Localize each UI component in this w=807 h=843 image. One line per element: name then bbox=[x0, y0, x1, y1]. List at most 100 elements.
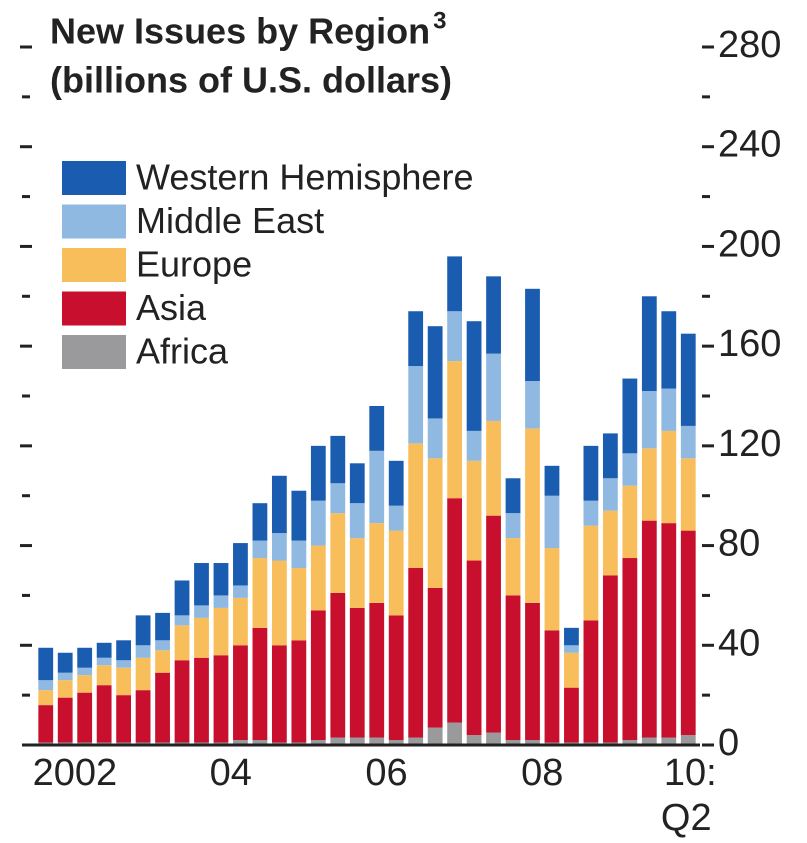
x-tick-label: 10: bbox=[664, 752, 717, 794]
bar-segment bbox=[680, 735, 696, 745]
bar-segment bbox=[369, 523, 385, 603]
bar-segment bbox=[233, 645, 248, 741]
bar-segment bbox=[271, 475, 287, 534]
bar-segment bbox=[213, 655, 229, 743]
bar-segment bbox=[349, 737, 365, 745]
bar-segment bbox=[447, 722, 463, 745]
bar-segment bbox=[641, 448, 657, 521]
x-tick-label: 06 bbox=[365, 752, 407, 794]
legend-label: Middle East bbox=[136, 200, 324, 241]
bar-segment bbox=[77, 692, 93, 743]
bar-segment bbox=[38, 705, 54, 743]
bar-segment bbox=[194, 617, 209, 658]
bar-segment bbox=[57, 652, 73, 673]
bar-segment bbox=[641, 296, 657, 392]
bar-segment bbox=[525, 740, 540, 745]
bar-segment bbox=[310, 445, 326, 501]
bar-segment bbox=[505, 595, 521, 741]
bar-segment bbox=[544, 495, 560, 549]
bar-segment bbox=[252, 503, 268, 541]
bar-segment bbox=[233, 585, 248, 598]
bar-segment bbox=[57, 680, 73, 698]
bar-segment bbox=[291, 490, 307, 541]
bar-segment bbox=[486, 420, 501, 516]
legend-label: Western Hemisphere bbox=[136, 157, 473, 198]
bar-segment bbox=[427, 326, 443, 419]
bar-segment bbox=[525, 602, 540, 741]
bar-segment bbox=[388, 740, 404, 745]
bar-segment bbox=[291, 540, 307, 569]
bar-segment bbox=[116, 695, 132, 743]
bar-segment bbox=[564, 652, 579, 688]
bar-segment bbox=[135, 615, 151, 646]
bar-segment bbox=[116, 640, 132, 661]
bar-segment bbox=[271, 645, 287, 743]
x-tick-label: 2002 bbox=[33, 752, 118, 794]
bar-segment bbox=[602, 433, 618, 479]
bar-segment bbox=[388, 460, 404, 506]
bar-segment bbox=[505, 478, 521, 514]
bar-segment bbox=[427, 458, 443, 588]
bar-segment bbox=[213, 563, 229, 596]
bar-segment bbox=[213, 595, 229, 608]
bar-segment bbox=[447, 256, 463, 312]
bar-segment bbox=[466, 460, 482, 561]
bar-segment bbox=[38, 680, 54, 691]
bar-segment bbox=[564, 645, 579, 653]
bar-segment bbox=[116, 667, 132, 696]
legend-label: Africa bbox=[136, 331, 229, 372]
bar-segment bbox=[661, 311, 677, 389]
bar-segment bbox=[622, 378, 638, 454]
bar-segment bbox=[544, 630, 560, 743]
bar-segment bbox=[680, 458, 696, 531]
bar-segment bbox=[680, 333, 696, 426]
legend-swatch bbox=[62, 248, 126, 282]
bar-segment bbox=[310, 740, 326, 745]
bar-segment bbox=[135, 645, 151, 658]
bar-segment bbox=[680, 530, 696, 736]
bar-segment bbox=[213, 607, 229, 656]
bar-segment bbox=[349, 607, 365, 738]
bar-segment bbox=[77, 667, 93, 676]
bar-segment bbox=[116, 660, 132, 668]
bar-segment bbox=[408, 443, 424, 569]
bar-segment bbox=[525, 381, 540, 429]
bar-segment bbox=[369, 602, 385, 738]
legend-swatch bbox=[62, 161, 126, 195]
bar-segment bbox=[174, 660, 190, 743]
bar-segment bbox=[349, 463, 365, 504]
bar-segment bbox=[525, 428, 540, 603]
bar-segment bbox=[252, 540, 268, 559]
bar-segment bbox=[77, 675, 93, 693]
bar-segment bbox=[505, 538, 521, 596]
bar-segment bbox=[408, 737, 424, 745]
bar-segment bbox=[641, 737, 657, 745]
bar-segment bbox=[310, 545, 326, 611]
bar-segment bbox=[194, 563, 209, 606]
y-tick-label: 40 bbox=[718, 622, 760, 664]
bar-segment bbox=[330, 513, 346, 593]
x-tick-sublabel: Q2 bbox=[661, 797, 712, 839]
y-tick-label: 160 bbox=[718, 323, 781, 365]
bar-segment bbox=[641, 391, 657, 449]
y-tick-label: 280 bbox=[718, 24, 781, 66]
bar-segment bbox=[622, 740, 638, 745]
bar-segment bbox=[174, 615, 190, 626]
bar-segment bbox=[369, 737, 385, 745]
bar-segment bbox=[38, 690, 54, 706]
bar-segment bbox=[408, 568, 424, 738]
bar-segment bbox=[369, 450, 385, 524]
bar-segment bbox=[310, 610, 326, 741]
bar-segment bbox=[447, 498, 463, 723]
bar-segment bbox=[661, 737, 677, 745]
bar-segment bbox=[583, 620, 599, 743]
bar-segment bbox=[174, 625, 190, 661]
bar-segment bbox=[641, 520, 657, 738]
bar-segment bbox=[486, 515, 501, 733]
bar-segment bbox=[505, 513, 521, 539]
bar-segment bbox=[233, 740, 248, 745]
bar-segment bbox=[661, 523, 677, 738]
bar-segment bbox=[583, 445, 599, 501]
bar-segment bbox=[544, 548, 560, 631]
bar-segment bbox=[369, 405, 385, 451]
